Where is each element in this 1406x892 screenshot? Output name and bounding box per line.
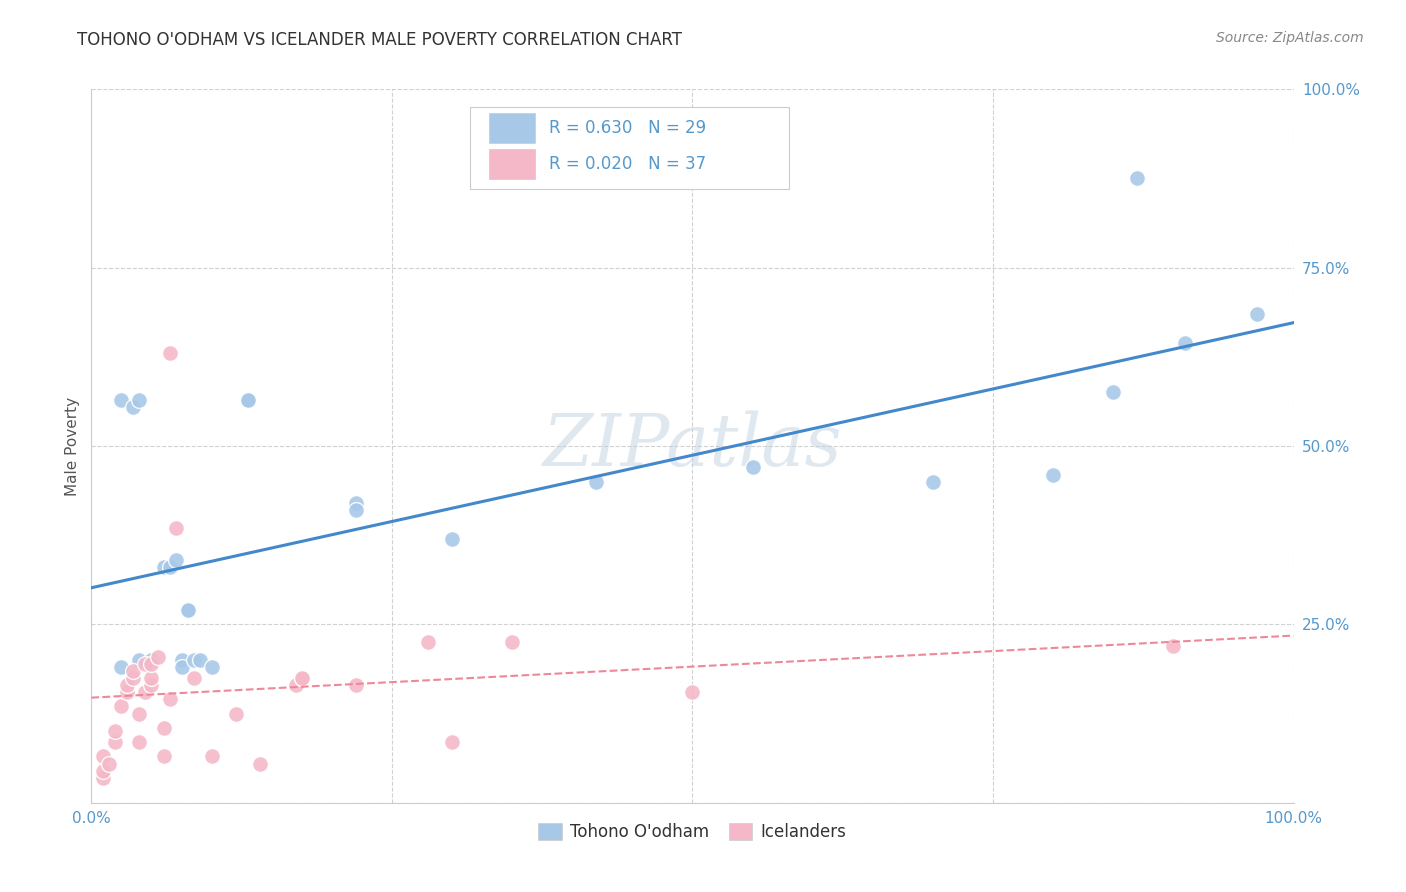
Point bbox=[344, 503, 367, 517]
Point bbox=[141, 657, 163, 671]
Point bbox=[141, 678, 163, 692]
Legend: Tohono O'odham, Icelanders: Tohono O'odham, Icelanders bbox=[531, 816, 853, 848]
Point bbox=[152, 560, 174, 574]
Point bbox=[159, 692, 181, 706]
Point bbox=[110, 660, 132, 674]
Point bbox=[1126, 171, 1149, 186]
Point bbox=[291, 671, 314, 685]
FancyBboxPatch shape bbox=[470, 107, 789, 189]
Point bbox=[1246, 307, 1268, 321]
Point bbox=[1174, 335, 1197, 350]
Point bbox=[585, 475, 607, 489]
Point bbox=[104, 735, 127, 749]
Point bbox=[110, 392, 132, 407]
Point bbox=[440, 735, 463, 749]
Point bbox=[236, 392, 259, 407]
Point bbox=[416, 635, 439, 649]
Point bbox=[291, 671, 314, 685]
Point bbox=[93, 764, 115, 778]
Point bbox=[176, 603, 198, 617]
Point bbox=[344, 678, 367, 692]
Point bbox=[681, 685, 703, 699]
Point bbox=[159, 560, 181, 574]
Point bbox=[134, 657, 156, 671]
Point bbox=[201, 660, 224, 674]
Point bbox=[201, 749, 224, 764]
Point bbox=[93, 749, 115, 764]
Point bbox=[128, 735, 150, 749]
Point bbox=[440, 532, 463, 546]
Point bbox=[284, 678, 307, 692]
Point bbox=[165, 553, 187, 567]
Text: Source: ZipAtlas.com: Source: ZipAtlas.com bbox=[1216, 31, 1364, 45]
Point bbox=[741, 460, 763, 475]
Point bbox=[122, 400, 145, 414]
Point bbox=[152, 721, 174, 735]
Bar bbox=[489, 113, 534, 144]
Point bbox=[128, 653, 150, 667]
Text: TOHONO O'ODHAM VS ICELANDER MALE POVERTY CORRELATION CHART: TOHONO O'ODHAM VS ICELANDER MALE POVERTY… bbox=[77, 31, 682, 49]
Point bbox=[128, 706, 150, 721]
Point bbox=[170, 660, 193, 674]
Text: R = 0.020   N = 37: R = 0.020 N = 37 bbox=[550, 155, 707, 173]
Point bbox=[236, 392, 259, 407]
Point bbox=[128, 392, 150, 407]
Point bbox=[1161, 639, 1184, 653]
Point bbox=[1102, 385, 1125, 400]
Point bbox=[922, 475, 945, 489]
Point bbox=[93, 771, 115, 785]
Point bbox=[141, 671, 163, 685]
Bar bbox=[489, 149, 534, 179]
Point bbox=[152, 749, 174, 764]
Point bbox=[134, 685, 156, 699]
Point bbox=[344, 496, 367, 510]
Point bbox=[110, 699, 132, 714]
Point bbox=[188, 653, 211, 667]
Y-axis label: Male Poverty: Male Poverty bbox=[65, 396, 80, 496]
Text: ZIPatlas: ZIPatlas bbox=[543, 410, 842, 482]
Point bbox=[249, 756, 271, 771]
Point bbox=[122, 664, 145, 678]
Point bbox=[176, 603, 198, 617]
Point bbox=[104, 724, 127, 739]
Point bbox=[146, 649, 169, 664]
Point bbox=[501, 635, 523, 649]
Point bbox=[98, 756, 121, 771]
Point bbox=[117, 678, 139, 692]
Point bbox=[117, 685, 139, 699]
Point bbox=[141, 653, 163, 667]
Point bbox=[159, 346, 181, 360]
Point bbox=[1042, 467, 1064, 482]
Text: R = 0.630   N = 29: R = 0.630 N = 29 bbox=[550, 120, 707, 137]
Point bbox=[183, 671, 205, 685]
Point bbox=[170, 653, 193, 667]
Point bbox=[122, 671, 145, 685]
Point bbox=[165, 521, 187, 535]
Point bbox=[225, 706, 247, 721]
Point bbox=[183, 653, 205, 667]
